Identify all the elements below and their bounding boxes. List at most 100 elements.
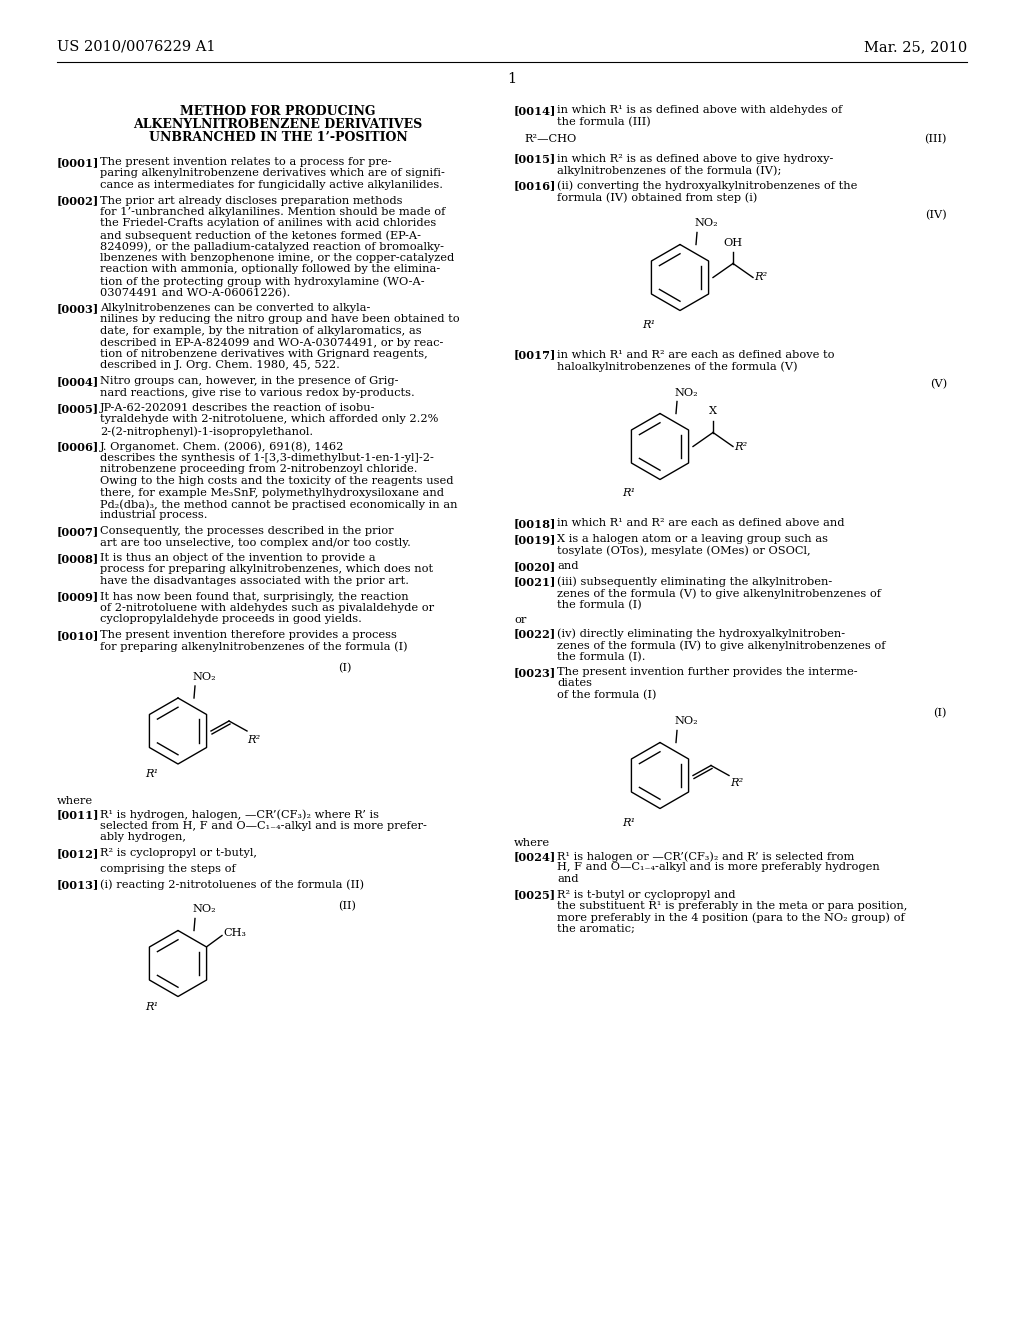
Text: in which R² is as defined above to give hydroxy-: in which R² is as defined above to give … xyxy=(557,153,834,164)
Text: zenes of the formula (V) to give alkenylnitrobenzenes of: zenes of the formula (V) to give alkenyl… xyxy=(557,587,881,598)
Text: Mar. 25, 2010: Mar. 25, 2010 xyxy=(864,40,967,54)
Text: tion of nitrobenzene derivatives with Grignard reagents,: tion of nitrobenzene derivatives with Gr… xyxy=(100,348,428,359)
Text: R² is cyclopropyl or t-butyl,: R² is cyclopropyl or t-butyl, xyxy=(100,847,257,858)
Text: diates: diates xyxy=(557,678,592,689)
Text: for 1’-unbranched alkylanilines. Mention should be made of: for 1’-unbranched alkylanilines. Mention… xyxy=(100,207,445,216)
Text: (V): (V) xyxy=(930,379,947,389)
Text: industrial process.: industrial process. xyxy=(100,511,208,520)
Text: and: and xyxy=(557,874,579,884)
Text: tyraldehyde with 2-nitrotoluene, which afforded only 2.2%: tyraldehyde with 2-nitrotoluene, which a… xyxy=(100,414,438,425)
Text: (I): (I) xyxy=(934,708,947,718)
Text: [0008]: [0008] xyxy=(57,553,99,564)
Text: Nitro groups can, however, in the presence of Grig-: Nitro groups can, however, in the presen… xyxy=(100,376,398,385)
Text: more preferably in the 4 position (para to the NO₂ group) of: more preferably in the 4 position (para … xyxy=(557,912,905,923)
Text: describes the synthesis of 1-[3,3-dimethylbut-1-en-1-yl]-2-: describes the synthesis of 1-[3,3-dimeth… xyxy=(100,453,434,463)
Text: X is a halogen atom or a leaving group such as: X is a halogen atom or a leaving group s… xyxy=(557,535,828,544)
Text: R²: R² xyxy=(247,735,260,744)
Text: paring alkenylnitrobenzene derivatives which are of signifi-: paring alkenylnitrobenzene derivatives w… xyxy=(100,169,444,178)
Text: X: X xyxy=(709,407,717,417)
Text: It has now been found that, surprisingly, the reaction: It has now been found that, surprisingly… xyxy=(100,591,409,602)
Text: R²: R² xyxy=(754,272,767,282)
Text: Pd₂(dba)₃, the method cannot be practised economically in an: Pd₂(dba)₃, the method cannot be practise… xyxy=(100,499,458,510)
Text: [0025]: [0025] xyxy=(514,890,556,900)
Text: [0001]: [0001] xyxy=(57,157,99,168)
Text: The present invention further provides the interme-: The present invention further provides t… xyxy=(557,667,858,677)
Text: ably hydrogen,: ably hydrogen, xyxy=(100,833,186,842)
Text: [0015]: [0015] xyxy=(514,153,556,165)
Text: NO₂: NO₂ xyxy=(674,388,697,397)
Text: the formula (I).: the formula (I). xyxy=(557,652,645,661)
Text: process for preparing alkylnitrobenzenes, which does not: process for preparing alkylnitrobenzenes… xyxy=(100,565,433,574)
Text: [0024]: [0024] xyxy=(514,851,556,862)
Text: nitrobenzene proceeding from 2-nitrobenzoyl chloride.: nitrobenzene proceeding from 2-nitrobenz… xyxy=(100,465,418,474)
Text: have the disadvantages associated with the prior art.: have the disadvantages associated with t… xyxy=(100,576,409,586)
Text: and: and xyxy=(557,561,579,572)
Text: where: where xyxy=(514,837,550,847)
Text: R¹: R¹ xyxy=(145,1002,158,1011)
Text: R¹: R¹ xyxy=(622,488,635,499)
Text: the formula (I): the formula (I) xyxy=(557,599,642,610)
Text: It is thus an object of the invention to provide a: It is thus an object of the invention to… xyxy=(100,553,376,564)
Text: R¹: R¹ xyxy=(622,817,635,828)
Text: R¹ is halogen or —CR’(CF₃)₂ and R’ is selected from: R¹ is halogen or —CR’(CF₃)₂ and R’ is se… xyxy=(557,851,854,862)
Text: 1: 1 xyxy=(508,73,516,86)
Text: 03074491 and WO-A-06061226).: 03074491 and WO-A-06061226). xyxy=(100,288,291,298)
Text: R²: R² xyxy=(734,441,748,451)
Text: US 2010/0076229 A1: US 2010/0076229 A1 xyxy=(57,40,215,54)
Text: [0020]: [0020] xyxy=(514,561,556,572)
Text: (II): (II) xyxy=(338,900,356,911)
Text: tion of the protecting group with hydroxylamine (WO-A-: tion of the protecting group with hydrox… xyxy=(100,276,425,286)
Text: The present invention therefore provides a process: The present invention therefore provides… xyxy=(100,630,397,640)
Text: (IV): (IV) xyxy=(926,210,947,220)
Text: The present invention relates to a process for pre-: The present invention relates to a proce… xyxy=(100,157,391,168)
Text: (I): (I) xyxy=(338,663,351,673)
Text: CH₃: CH₃ xyxy=(223,928,246,939)
Text: zenes of the formula (IV) to give alkenylnitrobenzenes of: zenes of the formula (IV) to give alkeny… xyxy=(557,640,886,651)
Text: or: or xyxy=(514,615,526,624)
Text: [0011]: [0011] xyxy=(57,809,99,821)
Text: (iii) subsequently eliminating the alkylnitroben-: (iii) subsequently eliminating the alkyl… xyxy=(557,577,833,587)
Text: [0016]: [0016] xyxy=(514,181,556,191)
Text: [0017]: [0017] xyxy=(514,350,556,360)
Text: selected from H, F and O—C₁₋₄-alkyl and is more prefer-: selected from H, F and O—C₁₋₄-alkyl and … xyxy=(100,821,427,832)
Text: R² is t-butyl or cyclopropyl and: R² is t-butyl or cyclopropyl and xyxy=(557,890,735,899)
Text: [0018]: [0018] xyxy=(514,519,556,529)
Text: [0003]: [0003] xyxy=(57,304,99,314)
Text: of 2-nitrotoluene with aldehydes such as pivalaldehyde or: of 2-nitrotoluene with aldehydes such as… xyxy=(100,603,434,612)
Text: [0012]: [0012] xyxy=(57,847,99,859)
Text: formula (IV) obtained from step (i): formula (IV) obtained from step (i) xyxy=(557,191,758,202)
Text: NO₂: NO₂ xyxy=(694,219,718,228)
Text: OH: OH xyxy=(723,238,742,248)
Text: in which R¹ and R² are each as defined above to: in which R¹ and R² are each as defined a… xyxy=(557,350,835,359)
Text: METHOD FOR PRODUCING: METHOD FOR PRODUCING xyxy=(180,106,376,117)
Text: The prior art already discloses preparation methods: The prior art already discloses preparat… xyxy=(100,195,402,206)
Text: [0006]: [0006] xyxy=(57,441,99,453)
Text: [0014]: [0014] xyxy=(514,106,556,116)
Text: (i) reacting 2-nitrotoluenes of the formula (II): (i) reacting 2-nitrotoluenes of the form… xyxy=(100,879,365,890)
Text: the formula (III): the formula (III) xyxy=(557,116,650,127)
Text: (ii) converting the hydroxyalkylnitrobenzenes of the: (ii) converting the hydroxyalkylnitroben… xyxy=(557,181,857,191)
Text: R²—CHO: R²—CHO xyxy=(524,135,577,144)
Text: where: where xyxy=(57,796,93,807)
Text: Alkylnitrobenzenes can be converted to alkyla-: Alkylnitrobenzenes can be converted to a… xyxy=(100,304,371,313)
Text: the aromatic;: the aromatic; xyxy=(557,924,635,935)
Text: nard reactions, give rise to various redox by-products.: nard reactions, give rise to various red… xyxy=(100,388,415,397)
Text: [0013]: [0013] xyxy=(57,879,99,890)
Text: 2-(2-nitrophenyl)-1-isopropylethanol.: 2-(2-nitrophenyl)-1-isopropylethanol. xyxy=(100,426,313,437)
Text: [0009]: [0009] xyxy=(57,591,99,602)
Text: [0023]: [0023] xyxy=(514,667,556,678)
Text: the substituent R¹ is preferably in the meta or para position,: the substituent R¹ is preferably in the … xyxy=(557,902,907,911)
Text: (iv) directly eliminating the hydroxyalkylnitroben-: (iv) directly eliminating the hydroxyalk… xyxy=(557,628,845,639)
Text: (III): (III) xyxy=(925,135,947,144)
Text: JP-A-62-202091 describes the reaction of isobu-: JP-A-62-202091 describes the reaction of… xyxy=(100,403,376,413)
Text: tosylate (OTos), mesylate (OMes) or OSOCl,: tosylate (OTos), mesylate (OMes) or OSOC… xyxy=(557,545,811,556)
Text: UNBRANCHED IN THE 1’-POSITION: UNBRANCHED IN THE 1’-POSITION xyxy=(148,131,408,144)
Text: [0005]: [0005] xyxy=(57,403,99,414)
Text: J. Organomet. Chem. (2006), 691(8), 1462: J. Organomet. Chem. (2006), 691(8), 1462 xyxy=(100,441,344,451)
Text: for preparing alkenylnitrobenzenes of the formula (I): for preparing alkenylnitrobenzenes of th… xyxy=(100,642,408,652)
Text: NO₂: NO₂ xyxy=(674,717,697,726)
Text: the Friedel-Crafts acylation of anilines with acid chlorides: the Friedel-Crafts acylation of anilines… xyxy=(100,219,436,228)
Text: R¹: R¹ xyxy=(642,319,655,330)
Text: [0021]: [0021] xyxy=(514,577,556,587)
Text: [0010]: [0010] xyxy=(57,630,99,642)
